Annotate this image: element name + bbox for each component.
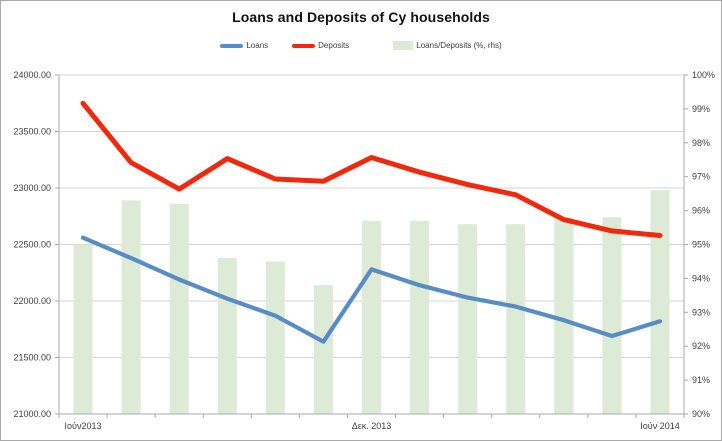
x-axis-label: Ιούν2013 bbox=[65, 421, 102, 431]
right-axis-label: 96% bbox=[692, 206, 710, 216]
legend-item-ratio: Loans/Deposits (%, rhs) bbox=[393, 41, 502, 50]
chart-title: Loans and Deposits of Cy households bbox=[232, 9, 490, 25]
left-axis-label: 21000.00 bbox=[13, 409, 51, 419]
left-axis-label: 23500.00 bbox=[13, 127, 51, 137]
ratio-bar bbox=[121, 200, 141, 414]
deposits-line-swatch-icon bbox=[292, 43, 316, 48]
loans-line bbox=[80, 235, 663, 344]
axis-tick-labels: 24000.00 23500.00 23000.00 22500.00 22000.00… bbox=[13, 70, 715, 431]
ratio-bar bbox=[313, 285, 333, 414]
right-axis-label: 94% bbox=[692, 273, 710, 283]
legend-label-ratio: Loans/Deposits (%, rhs) bbox=[416, 41, 502, 50]
right-axis-label: 97% bbox=[692, 172, 710, 182]
right-axis-label: 91% bbox=[692, 375, 710, 385]
right-axis-label: 92% bbox=[692, 341, 710, 351]
left-axis-label: 21500.00 bbox=[13, 353, 51, 363]
axes bbox=[55, 74, 688, 418]
ratio-bar bbox=[169, 203, 189, 414]
left-axis-label: 22500.00 bbox=[13, 240, 51, 250]
x-axis-label: Ιούν 2014 bbox=[640, 421, 679, 431]
ratio-bar bbox=[458, 224, 478, 414]
right-axis-label: 100% bbox=[692, 70, 715, 80]
legend-label-loans: Loans bbox=[246, 41, 269, 50]
loans-line-swatch-icon bbox=[220, 43, 244, 48]
legend-item-loans: Loans bbox=[220, 41, 268, 50]
chart-legend: Loans Deposits Loans/Deposits (%, rhs) bbox=[1, 41, 721, 50]
right-axis-label: 99% bbox=[692, 104, 710, 114]
deposits-line bbox=[80, 100, 663, 238]
legend-item-deposits: Deposits bbox=[292, 41, 349, 50]
ratio-bar-swatch-icon bbox=[393, 41, 414, 50]
right-axis-label: 95% bbox=[692, 240, 710, 250]
ratio-bar bbox=[362, 220, 381, 414]
ratio-bar bbox=[265, 261, 285, 414]
ratio-bar bbox=[217, 258, 237, 414]
ratio-bar bbox=[506, 224, 526, 414]
left-axis-label: 24000.00 bbox=[13, 70, 51, 80]
ratio-bar bbox=[73, 244, 93, 414]
right-axis-label: 90% bbox=[692, 409, 710, 419]
ratio-bar bbox=[650, 190, 670, 414]
ratio-bar bbox=[410, 220, 430, 414]
right-axis-label: 93% bbox=[692, 307, 710, 317]
ratio-bars bbox=[73, 190, 670, 414]
ratio-bar bbox=[554, 217, 574, 414]
right-axis-label: 98% bbox=[692, 138, 710, 148]
left-axis-label: 23000.00 bbox=[13, 183, 51, 193]
legend-label-deposits: Deposits bbox=[318, 41, 350, 50]
ratio-bar bbox=[602, 217, 622, 414]
left-axis-label: 22000.00 bbox=[13, 296, 51, 306]
x-axis-label: Δεκ. 2013 bbox=[352, 421, 392, 431]
